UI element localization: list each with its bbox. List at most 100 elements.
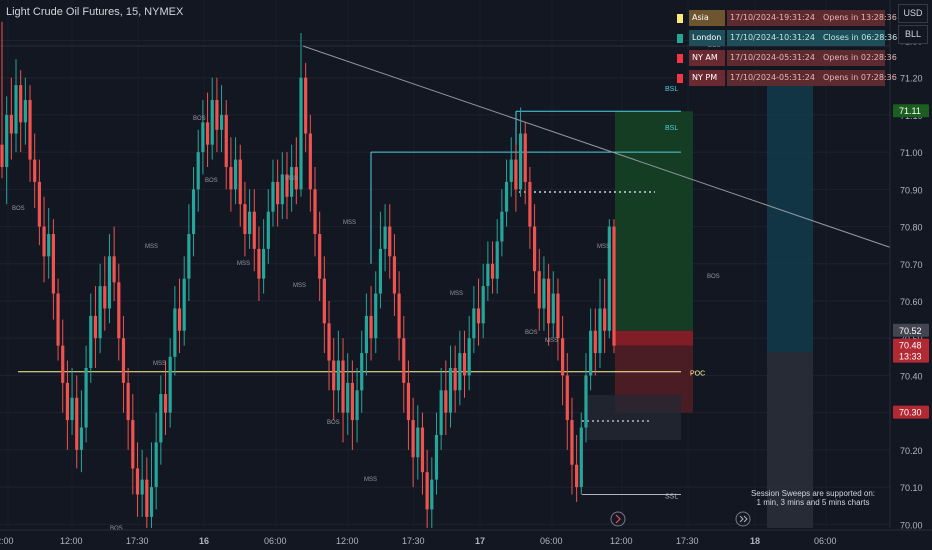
candle [346, 353, 350, 435]
time-axis-tick: 2:00 [0, 536, 14, 546]
replay-icon-glyph [615, 514, 621, 524]
candle [392, 234, 397, 316]
candle-body [145, 479, 149, 517]
candle [252, 189, 256, 272]
candle [579, 412, 583, 495]
candle-body [182, 278, 186, 331]
candle-body [350, 382, 354, 421]
candle [262, 219, 266, 294]
candle [163, 360, 168, 435]
candle-body [98, 286, 102, 339]
candle [565, 353, 569, 450]
candle [537, 248, 541, 331]
structure-label: BOS [205, 178, 218, 184]
candle [93, 286, 98, 368]
candle [490, 241, 495, 294]
candle [98, 263, 102, 354]
candle-body [532, 226, 537, 272]
structure-label: BOS [327, 420, 340, 426]
candle-body [51, 234, 55, 294]
candle [313, 167, 317, 257]
candle-body [84, 367, 88, 428]
candle-body [248, 211, 252, 235]
candle-body [159, 394, 163, 443]
candle [350, 360, 354, 450]
candle-body [23, 100, 27, 123]
structure-label: MSS [237, 261, 250, 267]
time-axis-tick: 12:00 [60, 536, 83, 546]
candle [593, 308, 597, 376]
candle-body [168, 356, 172, 413]
candle [117, 263, 121, 361]
candle [0, 21, 4, 179]
candle-body [332, 360, 336, 391]
candle [56, 278, 60, 361]
candle [411, 397, 415, 488]
session-row-asia: Asia 17/10/2024-19:31:24 Opens in 13:28:3… [677, 8, 897, 28]
candle [19, 70, 23, 153]
forward-icon-ring [735, 511, 751, 527]
candle-body [70, 397, 74, 421]
candle [332, 338, 336, 421]
candle-body [378, 248, 383, 294]
price-label: 70.52 [899, 326, 922, 336]
candle [467, 315, 471, 391]
candle [378, 211, 383, 309]
long-position-profit-zone [615, 111, 693, 331]
candle [383, 204, 387, 272]
candle [285, 152, 289, 220]
candle-body [257, 248, 261, 279]
candle-body [453, 367, 457, 391]
candle [196, 129, 200, 212]
candle [402, 315, 406, 413]
candle [439, 367, 443, 450]
candle-body [481, 286, 485, 324]
unit-button[interactable]: BLL [898, 25, 928, 44]
candle-body [205, 122, 210, 145]
price-axis-tick: 71.20 [900, 74, 923, 84]
session-row-london: London 17/10/2024-10:31:24 Closes in 06:2… [677, 28, 897, 48]
price-label: 70.48 [899, 341, 922, 351]
currency-controls: USD BLL [898, 4, 928, 46]
candle-body [42, 226, 46, 257]
candle [173, 286, 177, 376]
candle [584, 353, 588, 443]
structure-label: MSS [153, 361, 166, 367]
candle-body [430, 479, 434, 510]
time-axis-tick: 17:30 [676, 536, 699, 546]
candle [61, 319, 65, 413]
candle [528, 167, 532, 249]
candle [42, 196, 46, 283]
candle-body [425, 472, 429, 510]
fvg-zone [586, 395, 681, 440]
candle-body [304, 77, 308, 134]
candle [47, 207, 51, 279]
candle-body [56, 293, 60, 346]
time-axis-tick: 06:00 [264, 536, 287, 546]
candle [51, 219, 55, 320]
candle-body [411, 420, 415, 458]
candle-body [308, 133, 312, 190]
candle-body [500, 211, 504, 242]
candle-body [551, 293, 555, 324]
candle [476, 278, 481, 346]
candle-body [476, 308, 481, 324]
session-color-swatch [677, 33, 683, 43]
candle-body [224, 114, 228, 168]
candle-body [584, 375, 588, 428]
candle-body [341, 360, 345, 413]
candle-body [374, 293, 378, 339]
candle [126, 367, 130, 450]
session-name: London [689, 30, 725, 46]
currency-button[interactable]: USD [898, 4, 928, 23]
candle-body [19, 85, 23, 123]
candle [416, 405, 420, 480]
candle [308, 114, 312, 212]
candle-body [196, 152, 200, 190]
candle-body [79, 427, 84, 450]
long-position-loss-zone [615, 330, 693, 346]
replay-icon [610, 511, 626, 527]
candle [318, 211, 322, 301]
candle [229, 137, 233, 212]
